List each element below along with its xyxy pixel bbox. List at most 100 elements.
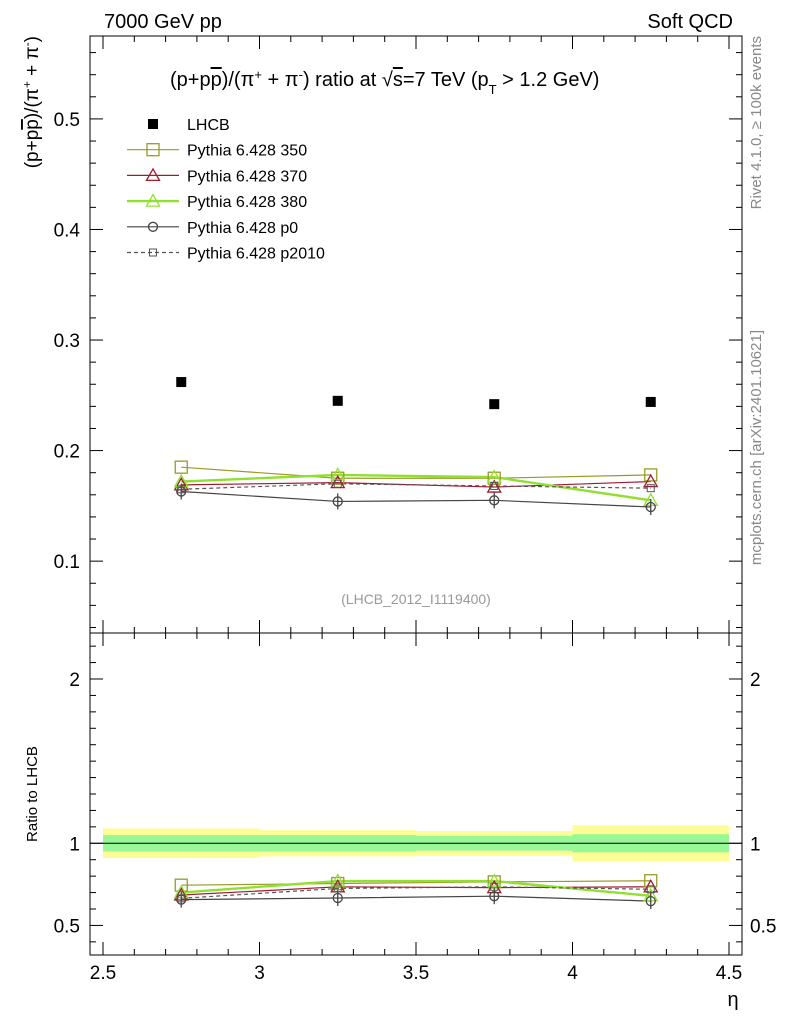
series-line-pythia-6-428-p0 bbox=[181, 490, 651, 508]
ratio-y-tick-label-left: 1 bbox=[69, 834, 80, 855]
title-s: s bbox=[393, 69, 403, 91]
data-point-pythia-6-428-p0 bbox=[489, 495, 500, 506]
title-sub-t: T bbox=[489, 82, 497, 97]
title-plus: + bbox=[254, 67, 262, 82]
header-left-label: 7000 GeV pp bbox=[104, 11, 222, 33]
ratio-point-pythia-6-428-350 bbox=[487, 875, 501, 889]
ratio-point-pythia-6-428-380 bbox=[330, 873, 346, 887]
ratio-line-pythia-6-428-380 bbox=[181, 879, 651, 898]
ratio-ticks: 0.5 0.5 1 1 2 2 2.5 3 3.5 4 4.5 bbox=[54, 633, 776, 984]
ratio-series-markers bbox=[173, 873, 659, 910]
title-mid: + π bbox=[262, 69, 299, 91]
ratio-point-pythia-6-428-p2010 bbox=[646, 885, 655, 894]
title-lead: (p+p bbox=[170, 69, 211, 91]
x-tick-label: 3.5 bbox=[403, 963, 429, 984]
y-tick-label: 0.1 bbox=[54, 552, 80, 573]
ratio-point-pythia-6-428-p0 bbox=[489, 891, 500, 902]
series-line-pythia-6-428-p2010 bbox=[181, 483, 651, 490]
data-point-pythia-6-428-p2010 bbox=[333, 479, 342, 488]
ratio-bands bbox=[90, 825, 742, 862]
legend-marker-pythia-6-428-380 bbox=[145, 193, 161, 207]
ratio-point-pythia-6-428-350 bbox=[174, 878, 188, 892]
y-tick-label: 0.3 bbox=[54, 331, 80, 352]
ratio-line-pythia-6-428-370 bbox=[181, 886, 651, 896]
rivet-label: Rivet 4.1.0, ≥ 100k events bbox=[748, 36, 765, 209]
data-point-pythia-6-428-370 bbox=[643, 473, 659, 488]
main-ylabel: (p+pp)/(π+ + π-) bbox=[20, 36, 43, 168]
ratio-y-tick-label-left: 0.5 bbox=[54, 916, 80, 937]
y-tick-label: 0.4 bbox=[54, 220, 81, 241]
series-line-pythia-6-428-350 bbox=[181, 466, 651, 479]
data-point-lhcb bbox=[489, 399, 500, 410]
ylabel-lead: (p+p bbox=[22, 130, 43, 169]
data-point-pythia-6-428-p0 bbox=[176, 486, 187, 497]
title-cut: > 1.2 GeV) bbox=[497, 69, 600, 91]
legend-marker-pythia-6-428-p0 bbox=[147, 221, 159, 232]
data-point-pythia-6-428-p0 bbox=[332, 496, 343, 507]
data-point-lhcb bbox=[645, 396, 656, 407]
ratio-point-pythia-6-428-p2010 bbox=[177, 894, 186, 903]
ratio-line-pythia-6-428-p2010 bbox=[181, 886, 651, 899]
ratio-point-pythia-6-428-p0 bbox=[332, 892, 343, 904]
main-series-markers bbox=[173, 377, 659, 515]
data-point-lhcb bbox=[176, 377, 187, 388]
legend-marker-pythia-6-428-p2010 bbox=[149, 248, 157, 257]
series-line-pythia-6-428-380 bbox=[181, 473, 651, 502]
main-series-lines bbox=[181, 466, 651, 508]
mcplots-label: mcplots.cern.ch [arXiv:2401.10621] bbox=[748, 330, 765, 565]
data-point-pythia-6-428-350 bbox=[487, 471, 501, 485]
y-tick-label: 0.5 bbox=[54, 110, 80, 131]
ratio-series-lines bbox=[181, 879, 651, 902]
ylabel-plus: + bbox=[20, 81, 34, 88]
ratio-point-pythia-6-428-350 bbox=[644, 874, 658, 888]
legend-label-pythia-6-428-p0: Pythia 6.428 p0 bbox=[187, 220, 298, 237]
ylabel-minus: - bbox=[20, 42, 34, 46]
ratio-ylabel: Ratio to LHCB bbox=[24, 746, 41, 842]
ratio-y-tick-label-right: 1 bbox=[750, 834, 761, 855]
title-pbar: p bbox=[211, 69, 222, 91]
data-point-pythia-6-428-350 bbox=[174, 460, 188, 474]
ratio-point-pythia-6-428-p2010 bbox=[333, 884, 342, 893]
title-minus: - bbox=[299, 67, 303, 82]
data-point-pythia-6-428-350 bbox=[644, 468, 658, 482]
ratio-point-pythia-6-428-p2010 bbox=[490, 882, 499, 891]
y-tick-label: 0.2 bbox=[54, 442, 80, 463]
data-point-pythia-6-428-p2010 bbox=[490, 481, 499, 490]
data-point-pythia-6-428-p2010 bbox=[177, 485, 186, 494]
ratio-frame bbox=[89, 632, 743, 956]
x-axis-label: η bbox=[727, 989, 738, 1011]
x-tick-label: 4 bbox=[567, 963, 578, 984]
legend-marker-lhcb bbox=[148, 119, 158, 129]
main-ticks: 0.1 0.2 0.3 0.4 0.5 bbox=[54, 36, 742, 633]
ratio-point-pythia-6-428-380 bbox=[486, 873, 502, 887]
main-title: (p+pp)/(π+ + π-) ratio at √s=7 TeV (pT >… bbox=[170, 67, 599, 97]
data-point-pythia-6-428-p2010 bbox=[646, 484, 655, 493]
x-tick-label: 2.5 bbox=[90, 963, 116, 984]
title-ratio: ) ratio at bbox=[303, 69, 382, 91]
legend-label-pythia-6-428-p2010: Pythia 6.428 p2010 bbox=[187, 246, 325, 263]
header-right-label: Soft QCD bbox=[647, 11, 733, 33]
legend-label-pythia-6-428-380: Pythia 6.428 380 bbox=[187, 194, 307, 211]
ratio-point-pythia-6-428-350 bbox=[331, 876, 345, 891]
main-panel: 0.10.20.30.40.5 (p+pp)/(π+ + π-) ratio a… bbox=[20, 35, 743, 634]
ratio-point-pythia-6-428-p0 bbox=[645, 895, 656, 907]
analysis-watermark: (LHCB_2012_I1119400) bbox=[341, 591, 491, 607]
title-sqrt: √ bbox=[382, 69, 393, 91]
ylabel-pbar: p bbox=[22, 119, 43, 130]
ratio-y-tick-label-left: 2 bbox=[69, 670, 80, 691]
legend-label-pythia-6-428-370: Pythia 6.428 370 bbox=[187, 168, 307, 185]
data-point-lhcb bbox=[332, 395, 343, 406]
x-tick-label: 4.5 bbox=[716, 963, 742, 984]
legend: LHCB Pythia 6.428 350 Pythia 6.428 370 Pyth… bbox=[127, 117, 325, 263]
title-close: )/(π bbox=[222, 69, 255, 91]
ylabel-end: ) bbox=[22, 36, 43, 42]
legend-marker-pythia-6-428-370 bbox=[145, 167, 161, 182]
x-tick-label: 3 bbox=[254, 963, 265, 984]
legend-marker-pythia-6-428-350 bbox=[146, 143, 160, 157]
ylabel-close: )/(π bbox=[22, 88, 43, 119]
title-energy: =7 TeV (p bbox=[403, 69, 489, 91]
data-point-pythia-6-428-p0 bbox=[645, 501, 656, 513]
ratio-y-tick-label-right: 2 bbox=[750, 670, 761, 691]
legend-label-pythia-6-428-350: Pythia 6.428 350 bbox=[187, 143, 307, 160]
